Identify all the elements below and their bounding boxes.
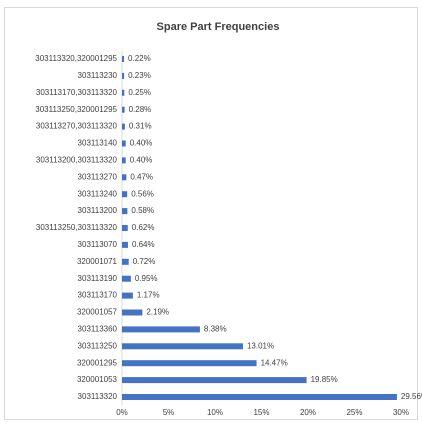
data-label: 0.28% <box>129 105 152 114</box>
y-tick-label: 320001057 <box>77 308 118 317</box>
x-tick-label: 20% <box>300 408 316 417</box>
y-tick-label: 303113070 <box>78 240 118 249</box>
data-label: 13.01% <box>247 341 274 350</box>
y-tick-label: 303113250,320001295 <box>35 105 117 114</box>
y-tick-label: 303113190 <box>78 274 118 283</box>
bar <box>122 225 128 231</box>
data-label: 0.40% <box>130 139 153 148</box>
bar <box>122 174 127 181</box>
bar <box>122 140 126 147</box>
bar <box>122 191 128 198</box>
y-tick-label: 303113320,320001295 <box>35 54 117 63</box>
x-tick-label: 0% <box>116 408 128 417</box>
data-label: 0.40% <box>130 156 153 165</box>
bar <box>122 326 200 333</box>
bar <box>122 275 131 282</box>
bar <box>122 89 125 96</box>
y-tick-label: 320001295 <box>77 358 118 367</box>
data-label: 8.38% <box>204 325 227 334</box>
x-tick-label: 30% <box>393 408 409 417</box>
bar <box>122 123 125 130</box>
data-label: 19.85% <box>311 375 338 384</box>
bar <box>122 208 128 215</box>
y-tick-label: 303113170 <box>78 291 118 300</box>
data-label: 0.64% <box>132 240 155 249</box>
y-tick-label: 303113360 <box>78 325 118 334</box>
y-tick-label: 320001053 <box>77 375 118 384</box>
y-tick-label: 303113240 <box>78 189 118 198</box>
y-tick-label: 303113200,303113320 <box>36 156 118 165</box>
data-label: 1.17% <box>137 291 160 300</box>
y-tick-label: 303113250 <box>78 341 118 350</box>
data-label: 29.56% <box>401 392 422 401</box>
bar <box>122 394 397 400</box>
bar <box>122 72 125 79</box>
bar <box>122 309 143 316</box>
bar <box>122 157 126 164</box>
y-tick-label: 303113200 <box>78 206 118 215</box>
x-tick-label: 5% <box>163 408 175 417</box>
x-tick-label: 15% <box>253 408 269 417</box>
x-tick-label: 25% <box>346 408 362 417</box>
data-label: 0.58% <box>131 206 154 215</box>
data-label: 0.47% <box>130 172 153 181</box>
y-tick-label: 320001071 <box>77 257 118 266</box>
y-tick-label: 303113320 <box>78 392 118 401</box>
y-tick-label: 303113270,303113320 <box>36 122 118 131</box>
bar <box>122 377 307 384</box>
data-label: 0.62% <box>132 223 155 232</box>
bar <box>122 258 129 265</box>
bar <box>122 241 128 248</box>
bar <box>122 292 133 299</box>
chart-title: Spare Part Frequencies <box>157 21 280 33</box>
data-label: 0.31% <box>129 122 152 131</box>
y-tick-label: 303113250,303113320 <box>36 223 118 232</box>
y-tick-label: 303113170,303113320 <box>36 88 118 97</box>
y-tick-label: 303113230 <box>78 71 118 80</box>
data-label: 0.22% <box>128 54 151 63</box>
y-tick-label: 303113270 <box>78 172 118 181</box>
bar <box>122 343 243 350</box>
data-label: 0.56% <box>131 189 154 198</box>
chart-frame <box>4 7 418 420</box>
data-label: 0.72% <box>133 257 156 266</box>
data-label: 0.25% <box>128 88 151 97</box>
data-label: 2.19% <box>146 308 169 317</box>
y-tick-label: 303113140 <box>78 139 118 148</box>
bar <box>122 360 257 367</box>
bar <box>122 56 125 62</box>
bar <box>122 106 125 113</box>
data-label: 14.47% <box>261 358 288 367</box>
x-tick-label: 10% <box>207 408 223 417</box>
data-label: 0.95% <box>135 274 158 283</box>
data-label: 0.23% <box>128 71 151 80</box>
